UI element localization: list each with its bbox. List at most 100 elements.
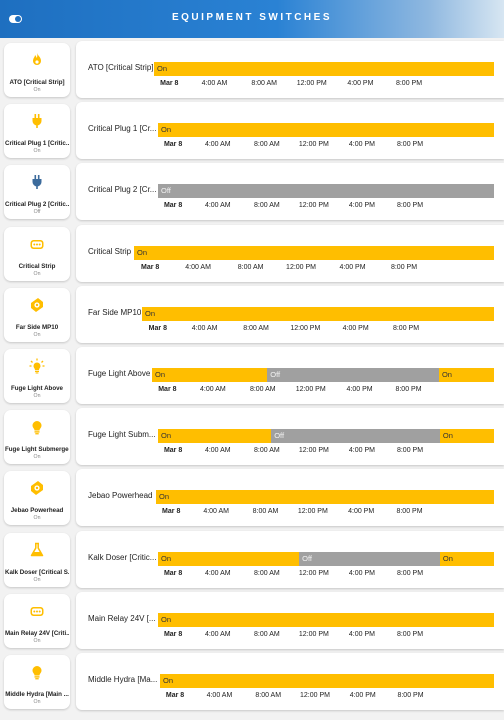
equipment-card-name: Middle Hydra [Main ... (5, 691, 69, 698)
time-axis-tick: 12:00 PM (297, 508, 328, 516)
power-plug-icon (29, 113, 45, 129)
time-axis-tick: 12:00 PM (298, 202, 329, 210)
equipment-card[interactable]: Main Relay 24V [Criti... On (4, 593, 70, 648)
time-axis: Mar 8 4:00 AM 8:00 AM 12:00 PM 4:00 PM 8:00 P… (154, 80, 494, 90)
timeline-segment-on[interactable]: On (142, 306, 494, 321)
equipment-card[interactable]: Jebao Powerhead On (4, 471, 70, 526)
time-axis: Mar 8 4:00 AM 8:00 AM 12:00 PM 4:00 PM 8:00 P… (158, 447, 494, 457)
timeline-segment-on[interactable]: On (158, 612, 494, 627)
equipment-row: Far Side MP10 On Far Side MP10 On Mar 8 4:00 … (0, 283, 504, 343)
time-axis-tick: 4:00 AM (206, 692, 233, 699)
timeline-segment-on[interactable]: On (158, 551, 300, 566)
equipment-row: Fuge Light Above On Fuge Light Above On Off O… (0, 344, 504, 404)
equipment-card-name: Fuge Light Above (10, 385, 64, 392)
time-axis-tick: 4:00 PM (347, 80, 374, 87)
time-axis-tick: 12:00 PM (296, 80, 327, 87)
timeline-bar: On (160, 674, 494, 688)
time-axis-tick: 8:00 AM (252, 508, 279, 516)
timeline-panel[interactable]: Critical Strip On Mar 8 4:00 AM 8:00 AM 12:00… (76, 224, 504, 282)
timeline-label: Middle Hydra [Ma... (88, 675, 158, 684)
timeline-segment-on[interactable]: On (158, 429, 272, 444)
timeline-segment-on[interactable]: On (134, 245, 494, 260)
time-axis-tick: 4:00 AM (204, 630, 231, 638)
time-axis-tick: Mar 8 (148, 324, 167, 332)
timeline-panel[interactable]: Kalk Doser [Critic... On Off On Mar 8 4:00 AM… (76, 530, 504, 588)
equipment-card[interactable]: Critical Plug 2 [Critic... Off (4, 165, 70, 220)
equipment-row: ATO [Critical Strip] On ATO [Critical Stri… (0, 38, 504, 98)
lightbulb-icon (29, 664, 45, 680)
power-plug-icon (29, 174, 45, 190)
timeline-segment-off[interactable]: Off (267, 368, 439, 382)
timeline-segment-on[interactable]: On (156, 490, 494, 505)
equipment-card[interactable]: Far Side MP10 On (4, 287, 70, 342)
time-axis-tick: 8:00 PM (396, 630, 424, 638)
time-axis-tick: 8:00 AM (254, 141, 280, 149)
time-axis-tick: Mar 8 (158, 386, 177, 393)
equipment-card[interactable]: Middle Hydra [Main ... On (4, 655, 70, 709)
equipment-card[interactable]: Kalk Doser [Critical S... On (4, 532, 70, 587)
timeline-label: Kalk Doser [Critic... (88, 552, 157, 562)
timeline-label: Fuge Light Above (88, 369, 151, 378)
timeline-segment-on[interactable]: On (152, 368, 268, 382)
equipment-row: Main Relay 24V [Criti... On Main Relay 24V… (0, 589, 504, 649)
time-axis-tick: 4:00 PM (349, 692, 376, 699)
timeline-panel[interactable]: ATO [Critical Strip] On Mar 8 4:00 AM 8:00 A… (76, 41, 504, 98)
time-axis-tick: 8:00 AM (237, 263, 264, 271)
time-axis: Mar 8 4:00 AM 8:00 AM 12:00 PM 4:00 PM 8:00 P… (158, 570, 494, 580)
timeline-label: Critical Plug 1 [Cr... (88, 124, 157, 134)
timeline-segment-on[interactable]: On (160, 674, 494, 688)
equipment-card-name: Critical Strip (18, 262, 56, 270)
timeline-panel[interactable]: Critical Plug 2 [Cr... Off Mar 8 4:00 AM 8:0… (76, 163, 504, 221)
timeline-segment-off[interactable]: Off (158, 184, 494, 199)
time-axis-tick: Mar 8 (163, 630, 183, 638)
time-axis-tick: 4:00 AM (201, 80, 228, 87)
timeline-segment-on[interactable]: On (154, 62, 494, 76)
equipment-card-state: On (33, 87, 41, 93)
timeline-panel[interactable]: Jebao Powerhead On Mar 8 4:00 AM 8:00 AM 12:0… (76, 469, 504, 527)
timeline-segment-on[interactable]: On (439, 551, 494, 566)
time-axis-tick: Mar 8 (162, 508, 181, 516)
equipment-card-state: On (33, 331, 41, 338)
equipment-row: Fuge Light Submerged On Fuge Light Subm...… (0, 405, 504, 466)
equipment-card[interactable]: ATO [Critical Strip] On (4, 43, 70, 97)
time-axis-tick: 8:00 AM (254, 447, 280, 455)
timeline-bar: Off (158, 184, 494, 199)
equipment-card[interactable]: Critical Strip On (4, 226, 70, 281)
time-axis-tick: 12:00 PM (290, 324, 321, 332)
timeline-label: Main Relay 24V [... (88, 613, 156, 623)
equipment-card-name: Critical Plug 2 [Critic... (5, 201, 69, 209)
timeline-panel[interactable]: Main Relay 24V [... On Mar 8 4:00 AM 8:00 AM… (76, 591, 504, 649)
equipment-card[interactable]: Fuge Light Submerged On (4, 410, 70, 465)
time-axis-tick: 12:00 PM (298, 447, 329, 455)
timeline-panel[interactable]: Critical Plug 1 [Cr... On Mar 8 4:00 AM 8:00… (76, 102, 504, 160)
timeline-panel[interactable]: Middle Hydra [Ma... On Mar 8 4:00 AM 8:00 AM… (76, 653, 504, 710)
timeline-segment-off[interactable]: Off (271, 429, 440, 444)
equipment-card-name: ATO [Critical Strip] (9, 79, 65, 86)
timeline-panel[interactable]: Far Side MP10 On Mar 8 4:00 AM 8:00 AM 12:00 … (76, 285, 504, 343)
equipment-card-state: On (33, 576, 41, 583)
timeline-panel[interactable]: Fuge Light Subm... On Off On Mar 8 4:00 AM 8:0… (76, 408, 504, 466)
timeline-bar: On (134, 245, 494, 260)
time-axis-tick: 4:00 AM (204, 141, 231, 149)
time-axis-tick: 4:00 AM (200, 386, 226, 393)
timeline-bar: On (158, 123, 494, 138)
time-axis-tick: Mar 8 (141, 263, 160, 271)
equipment-card-name: Kalk Doser [Critical S... (5, 568, 69, 576)
time-axis-tick: 4:00 AM (204, 569, 231, 577)
menu-toggle-icon[interactable] (9, 15, 22, 23)
equipment-row: Critical Strip On Critical Strip On Mar 8 4:0… (0, 222, 504, 282)
timeline-segment-on[interactable]: On (439, 429, 494, 444)
timeline-panel[interactable]: Fuge Light Above On Off On Mar 8 4:00 AM 8:00 … (76, 347, 504, 404)
equipment-card[interactable]: Fuge Light Above On (4, 349, 70, 403)
time-axis-tick: 8:00 AM (243, 324, 269, 332)
time-axis-tick: 12:00 PM (286, 263, 317, 271)
equipment-card[interactable]: Critical Plug 1 [Critic... On (4, 104, 70, 159)
power-strip-icon (29, 603, 45, 619)
time-axis-tick: 12:00 PM (295, 386, 326, 393)
time-axis-tick: 8:00 PM (395, 80, 423, 87)
timeline-segment-on[interactable]: On (438, 368, 494, 382)
timeline-segment-on[interactable]: On (158, 123, 494, 138)
pump-icon (29, 480, 45, 496)
timeline-segment-off[interactable]: Off (299, 551, 440, 566)
